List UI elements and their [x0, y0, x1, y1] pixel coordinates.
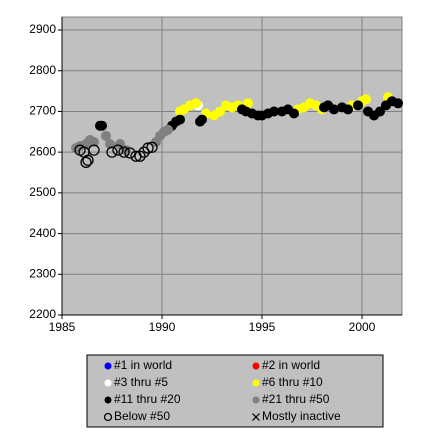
- point: [106, 146, 118, 158]
- point: [163, 124, 173, 135]
- y-tick-label: 2200: [29, 307, 56, 321]
- y-tick-label: 2900: [29, 22, 56, 36]
- legend-label: #6 thru #10: [262, 375, 323, 389]
- y-tick-label: 2400: [29, 226, 56, 240]
- legend-label: #3 thru #5: [114, 375, 168, 389]
- point: [146, 141, 158, 153]
- point: [243, 98, 253, 109]
- point: [97, 120, 107, 131]
- legend-label: #11 thru #20: [114, 392, 181, 406]
- x-tick-label: 1995: [249, 320, 276, 334]
- point: [175, 114, 185, 125]
- legend-marker: [252, 413, 260, 421]
- point: [289, 108, 299, 119]
- point: [353, 100, 363, 111]
- point: [88, 144, 100, 156]
- legend-label: Mostly inactive: [262, 409, 341, 423]
- point: [215, 106, 225, 117]
- point: [101, 130, 111, 141]
- legend-label: #1 in world: [114, 358, 172, 372]
- legend-box: [86, 354, 384, 428]
- y-tick-label: 2300: [29, 266, 56, 280]
- legend-label: #2 in world: [262, 358, 320, 372]
- point: [112, 144, 124, 156]
- point: [361, 94, 371, 105]
- y-tick-label: 2600: [29, 144, 56, 158]
- point: [89, 136, 99, 147]
- point: [343, 104, 353, 115]
- legend-marker: [103, 412, 113, 422]
- point: [393, 98, 403, 109]
- point: [105, 139, 115, 150]
- plot-area: [61, 16, 403, 316]
- point: [82, 154, 94, 166]
- legend-label: #21 thru #50: [262, 392, 330, 406]
- point: [134, 150, 146, 162]
- point: [115, 139, 125, 150]
- legend-marker: [252, 396, 260, 404]
- legend-marker: [252, 379, 260, 387]
- legend-label: Below #50: [114, 409, 170, 423]
- legend-marker: [104, 362, 112, 370]
- point: [269, 106, 279, 117]
- point: [191, 98, 201, 109]
- legend-marker: [104, 379, 112, 387]
- y-tick-label: 2800: [29, 63, 56, 77]
- point: [329, 104, 339, 115]
- point: [197, 114, 207, 125]
- point: [138, 146, 150, 158]
- legend-marker: [104, 396, 112, 404]
- point: [118, 146, 130, 158]
- point: [142, 142, 154, 154]
- point: [80, 156, 92, 168]
- x-tick-label: 1990: [149, 320, 176, 334]
- x-tick-label: 1985: [49, 320, 76, 334]
- y-tick-label: 2700: [29, 104, 56, 118]
- y-tick-label: 2500: [29, 185, 56, 199]
- point: [375, 106, 385, 117]
- point: [124, 147, 136, 159]
- x-tick-label: 2000: [349, 320, 376, 334]
- legend-marker: [252, 362, 260, 370]
